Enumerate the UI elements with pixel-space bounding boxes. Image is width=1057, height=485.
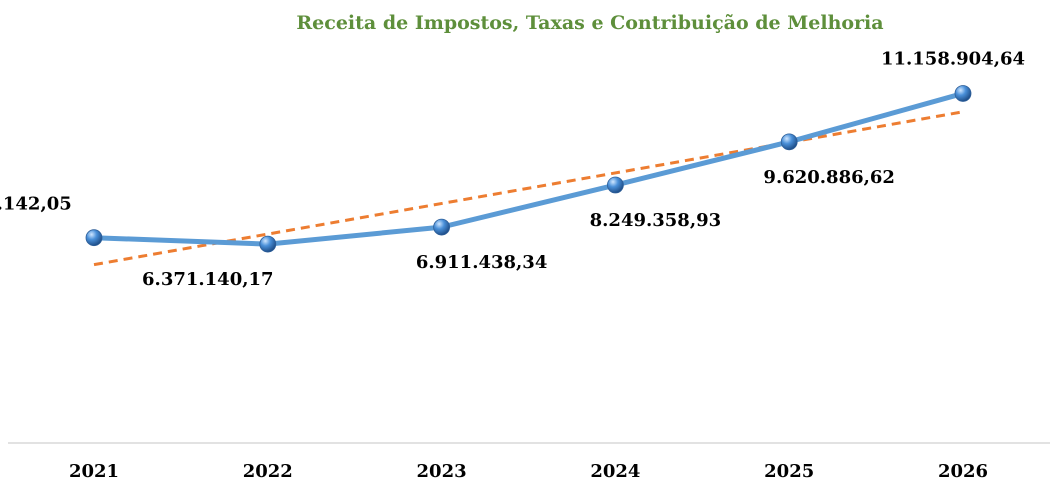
chart-title: Receita de Impostos, Taxas e Contribuiçã… [296, 12, 883, 34]
x-tick-label: 2026 [938, 461, 988, 482]
data-label: 6.371.140,17 [142, 269, 274, 290]
marker [85, 229, 103, 247]
x-tick-label: 2025 [764, 461, 814, 482]
data-label: 9.620.886,62 [763, 167, 895, 188]
x-tick-label: 2021 [69, 461, 119, 482]
data-label: 6.575.142,05 [0, 194, 72, 215]
marker [259, 235, 277, 253]
x-tick-label: 2024 [590, 461, 640, 482]
data-label: 6.911.438,34 [416, 252, 548, 273]
marker [780, 133, 798, 151]
marker [607, 176, 624, 194]
x-tick-label: 2022 [243, 461, 293, 482]
series-line [93, 91, 964, 247]
marker [954, 85, 972, 102]
marker [433, 218, 451, 236]
data-label: 8.249.358,93 [590, 210, 722, 231]
data-label: 11.158.904,64 [881, 48, 1025, 69]
trendline [93, 110, 964, 267]
x-tick-label: 2023 [417, 461, 467, 482]
